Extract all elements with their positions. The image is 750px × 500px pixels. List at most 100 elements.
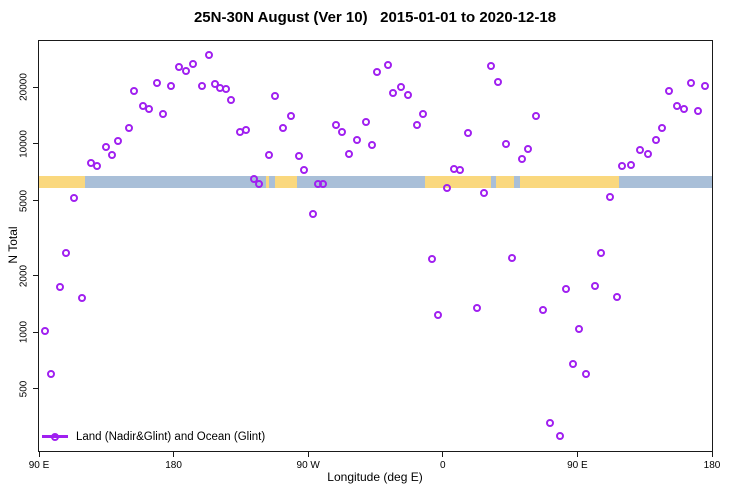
data-point <box>337 127 346 136</box>
data-point <box>502 140 511 149</box>
data-point <box>636 146 645 155</box>
data-point <box>404 90 413 99</box>
y-axis-label: N Total <box>6 226 20 264</box>
data-point <box>591 282 600 291</box>
data-point <box>383 60 392 69</box>
y-tick-label: 20000 <box>18 73 30 102</box>
data-point <box>125 124 134 133</box>
data-point <box>524 145 533 154</box>
data-point <box>658 123 667 132</box>
data-point <box>419 110 428 119</box>
data-point <box>367 140 376 149</box>
data-point <box>332 121 341 130</box>
band-segment-land <box>495 176 514 188</box>
data-point <box>680 104 689 113</box>
data-point <box>153 78 162 87</box>
data-point <box>493 77 502 86</box>
data-point <box>264 150 273 159</box>
data-point <box>582 370 591 378</box>
data-point <box>508 253 517 262</box>
data-point <box>254 180 263 189</box>
data-point <box>92 161 101 170</box>
data-point <box>672 101 681 110</box>
x-tick <box>38 452 40 457</box>
band-segment-ocean <box>490 176 496 188</box>
band-segment-land <box>274 176 297 188</box>
data-point <box>107 150 116 159</box>
data-point <box>77 294 86 302</box>
y-tick <box>33 143 38 145</box>
band-segment-land <box>266 176 270 188</box>
legend-marker-icon <box>42 430 68 443</box>
data-point <box>101 142 110 151</box>
data-point <box>205 50 214 59</box>
data-point <box>308 210 317 219</box>
x-tick-label: 180 <box>703 460 721 471</box>
y-tick-label: 500 <box>18 380 30 398</box>
data-point <box>270 91 279 100</box>
data-point <box>70 193 79 202</box>
data-point <box>464 128 473 137</box>
y-tick <box>33 86 38 88</box>
data-point <box>665 87 674 96</box>
data-point <box>397 83 406 92</box>
data-point <box>455 165 464 174</box>
data-point <box>189 59 198 68</box>
data-point <box>46 370 55 378</box>
data-point <box>687 78 696 87</box>
band-segment-land <box>519 176 619 188</box>
data-point <box>597 249 606 258</box>
data-point <box>286 112 295 121</box>
x-tick <box>442 452 444 457</box>
data-point <box>294 151 303 160</box>
band-segment-land <box>424 176 491 188</box>
data-point <box>130 87 139 96</box>
data-point <box>613 293 622 302</box>
y-tick-label: 1000 <box>18 321 30 344</box>
x-tick <box>711 452 713 457</box>
x-axis-label: Longitude (deg E) <box>327 470 423 484</box>
data-point <box>181 67 190 76</box>
x-tick-label: 180 <box>165 460 182 471</box>
data-point <box>278 124 287 133</box>
data-point <box>352 135 361 144</box>
x-tick <box>576 452 578 457</box>
y-tick <box>33 388 38 390</box>
data-point <box>41 326 50 335</box>
data-point <box>694 107 703 116</box>
data-point <box>546 418 555 427</box>
x-tick <box>173 452 175 457</box>
data-point <box>427 254 436 263</box>
data-point <box>56 283 65 292</box>
data-point <box>318 180 327 189</box>
data-point <box>486 61 495 70</box>
data-point <box>606 192 615 201</box>
data-point <box>517 154 526 163</box>
band-segment-land <box>39 176 86 188</box>
data-point <box>344 149 353 158</box>
data-point <box>643 150 652 159</box>
x-tick-label: 90 E <box>567 460 588 471</box>
data-point <box>555 432 564 441</box>
x-tick-label: 0 <box>440 460 446 471</box>
data-point <box>412 121 421 130</box>
chart-title: 25N-30N August (Ver 10) 2015-01-01 to 20… <box>193 9 557 26</box>
data-point <box>700 82 709 91</box>
data-point <box>388 88 397 97</box>
data-point <box>479 188 488 197</box>
data-point <box>242 126 251 135</box>
data-point <box>562 284 571 293</box>
legend-label: Land (Nadir&Glint) and Ocean (Glint) <box>76 430 266 443</box>
y-tick <box>33 275 38 277</box>
band-segment-ocean <box>513 176 520 188</box>
data-point <box>299 165 308 174</box>
data-point <box>145 105 154 114</box>
data-point <box>362 117 371 126</box>
data-point <box>473 304 482 313</box>
data-point <box>167 82 176 91</box>
y-tick <box>33 200 38 202</box>
x-tick <box>307 452 309 457</box>
band-segment-ocean <box>85 176 267 188</box>
band-segment-ocean <box>618 176 712 188</box>
y-tick <box>33 331 38 333</box>
